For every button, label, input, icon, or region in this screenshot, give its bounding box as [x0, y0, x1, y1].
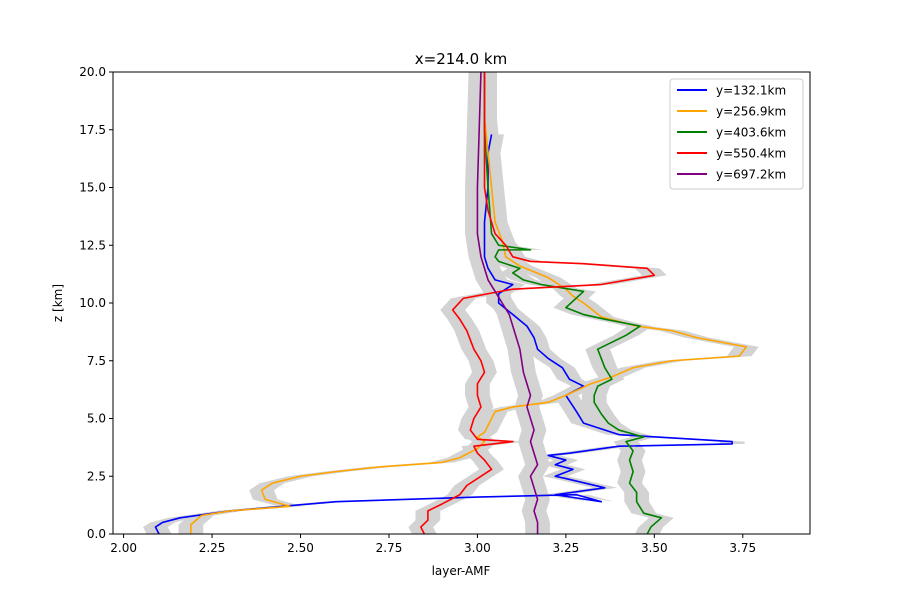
- legend-label-y-132-1km: y=132.1km: [716, 84, 786, 98]
- plot-frame: [112, 71, 811, 535]
- series-line-y-256-9km: [190, 72, 748, 534]
- legend-label-y-697-2km: y=697.2km: [716, 168, 786, 182]
- y-tick-label: 17.5: [79, 123, 106, 137]
- legend-frame: [669, 78, 804, 190]
- x-tick-label: 3.50: [641, 541, 668, 555]
- chart-title: x=214.0 km: [415, 50, 507, 68]
- series-line-y-132-1km: [154, 134, 733, 535]
- series-line-y-403-6km: [483, 72, 663, 535]
- y-tick-label: 0.0: [87, 527, 106, 541]
- legend-label-y-256-9km: y=256.9km: [716, 105, 786, 119]
- x-tick-label: 3.00: [464, 541, 491, 555]
- series-line-y-697-2km: [476, 71, 539, 534]
- x-axis-ticks: 2.00 2.25 2.50 2.75 3.00 3.25 3.50 3.75: [110, 534, 756, 555]
- series-line-y-550-4km: [420, 72, 656, 535]
- y-axis-ticks: 0.0 2.5 5.0 7.5 10.0 12.5 15.0 17.5 20.0: [79, 65, 113, 541]
- y-tick-label: 7.5: [87, 354, 106, 368]
- x-tick-label: 2.75: [376, 541, 403, 555]
- x-tick-label: 3.25: [553, 541, 580, 555]
- uncertainty-bands: [143, 72, 759, 534]
- y-tick-label: 15.0: [79, 181, 106, 195]
- uncertainty-band-y-697-2km: [465, 72, 550, 534]
- y-tick-label: 12.5: [79, 238, 106, 252]
- legend: y=132.1km y=256.9km y=403.6km y=550.4km y=69…: [669, 78, 804, 190]
- x-axis-label: layer-AMF: [432, 564, 491, 578]
- x-tick-label: 2.50: [287, 541, 314, 555]
- legend-label-y-403-6km: y=403.6km: [716, 126, 786, 140]
- series-lines: [154, 71, 748, 535]
- y-axis-label: z [km]: [51, 284, 65, 322]
- y-tick-label: 2.5: [87, 469, 106, 483]
- y-tick-label: 10.0: [79, 296, 106, 310]
- y-tick-label: 5.0: [87, 412, 106, 426]
- x-tick-label: 3.75: [729, 541, 756, 555]
- uncertainty-band-y-403-6km: [472, 72, 674, 534]
- x-tick-label: 2.00: [110, 541, 137, 555]
- uncertainty-band-y-132-1km: [143, 134, 745, 534]
- x-tick-label: 2.25: [199, 541, 226, 555]
- y-tick-label: 20.0: [79, 65, 106, 79]
- legend-label-y-550-4km: y=550.4km: [716, 147, 786, 161]
